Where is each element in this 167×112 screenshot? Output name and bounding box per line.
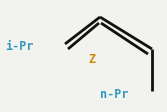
Text: Z: Z: [88, 53, 95, 66]
Text: n-Pr: n-Pr: [100, 88, 128, 101]
Text: i-Pr: i-Pr: [5, 39, 34, 52]
